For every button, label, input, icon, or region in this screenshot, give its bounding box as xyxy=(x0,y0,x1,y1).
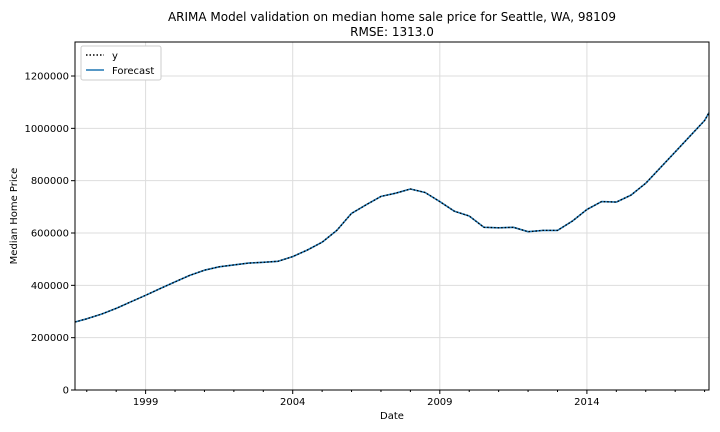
series-layer xyxy=(74,112,710,323)
x-tick-label: 2004 xyxy=(280,397,305,408)
y-tick-label: 1000000 xyxy=(24,124,69,135)
y-tick-label: 400000 xyxy=(31,281,69,292)
y-tick-label: 1200000 xyxy=(24,72,69,83)
x-tick-label: 1999 xyxy=(133,397,158,408)
chart-subtitle: RMSE: 1313.0 xyxy=(350,25,434,39)
legend-label-y: y xyxy=(112,51,118,62)
x-tick-label: 2009 xyxy=(427,397,452,408)
y-tick-label: 600000 xyxy=(31,229,69,240)
legend-label-forecast: Forecast xyxy=(112,66,154,77)
y-tick-label: 200000 xyxy=(31,333,69,344)
x-tick-label: 2014 xyxy=(574,397,599,408)
tick-layer: 0 200000 400000 600000 800000 1000000 1200000 1… xyxy=(24,72,706,408)
observed-series-line xyxy=(74,112,710,323)
y-tick-label: 800000 xyxy=(31,176,69,187)
y-tick-label: 0 xyxy=(63,386,69,397)
x-axis-label: Date xyxy=(380,411,404,422)
y-axis-label: Median Home Price xyxy=(9,168,20,265)
grid xyxy=(75,42,709,391)
legend: y Forecast xyxy=(80,45,162,81)
axes xyxy=(74,41,710,391)
plot-area-frame xyxy=(74,41,710,391)
chart-title: ARIMA Model validation on median home sa… xyxy=(168,10,616,24)
